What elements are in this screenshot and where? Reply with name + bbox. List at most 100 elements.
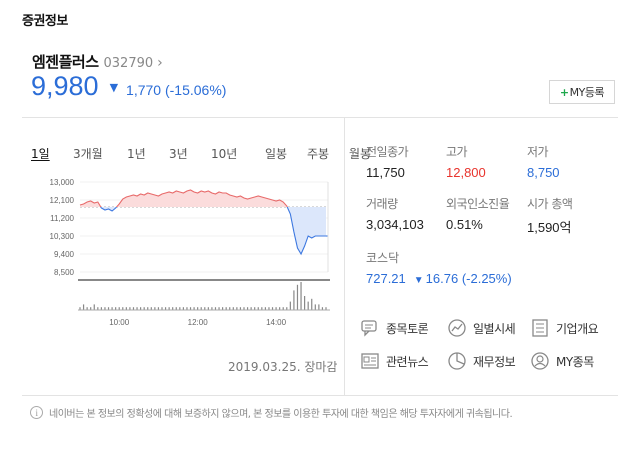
volume-bar <box>140 307 142 310</box>
chart-separator <box>78 279 330 281</box>
volume-bar <box>279 307 281 310</box>
current-price: 9,980 <box>31 71 99 101</box>
volume-bar <box>214 307 217 310</box>
volume-bar <box>243 307 245 310</box>
info-label: 시가 총액 <box>527 197 573 211</box>
volume-bar <box>268 307 270 310</box>
my-register-label: MY등록 <box>569 86 605 99</box>
volume-bar <box>325 307 327 310</box>
volume-bar <box>218 307 220 310</box>
volume-bar <box>143 307 145 310</box>
tab-period-5[interactable]: 일봉 <box>265 147 288 161</box>
link-trend[interactable]: 일별시세 <box>447 318 516 338</box>
link-pie[interactable]: 재무정보 <box>447 351 516 371</box>
volume-bar <box>97 307 99 310</box>
volume-bar <box>79 307 81 310</box>
info-value: 8,750 <box>527 165 560 180</box>
kosdaq-value: 727.21 <box>366 271 406 286</box>
y-tick-label: 13,000 <box>50 178 75 187</box>
volume-bar <box>293 290 295 310</box>
tab-period-3[interactable]: 3년 <box>169 147 188 161</box>
volume-bar <box>264 307 266 310</box>
divider-vertical <box>344 118 345 395</box>
volume-bar <box>118 307 120 310</box>
x-tick-label: 14:00 <box>266 318 287 327</box>
kosdaq-change: 16.76 (-2.25%) <box>425 271 512 286</box>
info-item-5: 시가 총액 1,590억 <box>527 195 573 236</box>
volume-bar <box>161 307 163 310</box>
stock-header[interactable]: 엠젠플러스 032790 › <box>32 51 163 72</box>
info-value: 1,590억 <box>527 220 572 235</box>
volume-bar <box>193 307 195 310</box>
tab-period-7[interactable]: 월봉 <box>349 147 372 161</box>
news-icon <box>361 353 379 369</box>
volume-bar <box>129 307 131 310</box>
disclaimer-text: 네이버는 본 정보의 정확성에 대해 보증하지 않으며, 본 정보를 이용한 투… <box>49 409 513 420</box>
info-value: 0.51% <box>446 217 483 232</box>
info-item-3: 거래량 3,034,103 <box>366 195 424 232</box>
volume-bar <box>200 307 202 310</box>
period-tabs: 1일 3개월 1년 3년 10년 일봉 주봉 월봉 <box>31 145 379 162</box>
user-icon <box>531 352 549 370</box>
info-value: 3,034,103 <box>366 217 424 232</box>
link-chat[interactable]: 종목토론 <box>360 318 429 338</box>
volume-bar <box>211 307 213 310</box>
price-change: 1,770 (-15.06%) <box>126 82 226 98</box>
volume-bar <box>100 307 102 310</box>
volume-bar <box>147 307 149 310</box>
volume-bar <box>286 307 288 310</box>
link-label: MY종목 <box>556 354 594 369</box>
info-label: 고가 <box>446 145 468 159</box>
volume-bar <box>318 304 320 310</box>
section-title: 증권정보 <box>22 14 68 29</box>
divider-bottom <box>22 395 618 396</box>
volume-bar <box>125 307 127 310</box>
info-value: 12,800 <box>446 165 486 180</box>
link-list[interactable]: 기업개요 <box>530 318 599 338</box>
tab-period-1[interactable]: 3개월 <box>73 147 103 161</box>
y-tick-label: 10,300 <box>50 232 75 241</box>
info-label: 외국인소진율 <box>446 197 510 211</box>
stock-code[interactable]: 032790 <box>103 56 154 71</box>
volume-bar <box>275 307 277 310</box>
volume-bar <box>197 307 199 310</box>
volume-bar <box>107 307 110 310</box>
volume-bar <box>271 307 274 310</box>
link-news[interactable]: 관련뉴스 <box>360 351 429 371</box>
disclaimer: i 네이버는 본 정보의 정확성에 대해 보증하지 않으며, 본 정보를 이용한… <box>30 405 513 420</box>
tab-period-4[interactable]: 10년 <box>211 147 238 161</box>
area-below <box>80 207 326 254</box>
info-label: 저가 <box>527 145 549 159</box>
link-label: 종목토론 <box>386 321 429 336</box>
tab-period-0[interactable]: 1일 <box>31 147 50 161</box>
tab-period-2[interactable]: 1년 <box>127 147 146 161</box>
tab-period-6[interactable]: 주봉 <box>307 147 330 161</box>
volume-bar <box>189 307 192 310</box>
link-label: 재무정보 <box>473 354 516 369</box>
stock-name[interactable]: 엠젠플러스 <box>32 53 99 71</box>
volume-bar <box>136 307 138 310</box>
volume-bar <box>93 304 95 310</box>
volume-bar <box>164 307 167 310</box>
volume-bar <box>314 304 316 310</box>
chevron-right-icon[interactable]: › <box>157 55 163 71</box>
my-register-button[interactable]: + MY등록 <box>549 80 615 104</box>
price-row: 9,980 ▼ 1,770 (-15.06%) <box>31 71 226 102</box>
y-tick-label: 12,100 <box>50 196 75 205</box>
volume-bar <box>250 307 252 310</box>
volume-bar <box>204 307 206 310</box>
info-item-0: 전일종가 11,750 <box>366 143 409 180</box>
volume-bar <box>182 307 184 310</box>
volume-bar <box>207 307 209 310</box>
volume-bar <box>104 307 106 310</box>
kosdaq-index[interactable]: 코스닥 727.21 ▼ 16.76 (-2.25%) <box>366 249 512 286</box>
volume-bar <box>311 298 313 310</box>
volume-bar <box>261 307 263 310</box>
change-amount: 1,770 <box>126 82 162 98</box>
link-user[interactable]: MY종목 <box>530 351 594 371</box>
volume-bar <box>225 307 227 310</box>
price-line-up <box>79 189 288 207</box>
info-value: 11,750 <box>366 165 405 180</box>
x-tick-label: 10:00 <box>109 318 130 327</box>
volume-bar <box>86 307 88 310</box>
